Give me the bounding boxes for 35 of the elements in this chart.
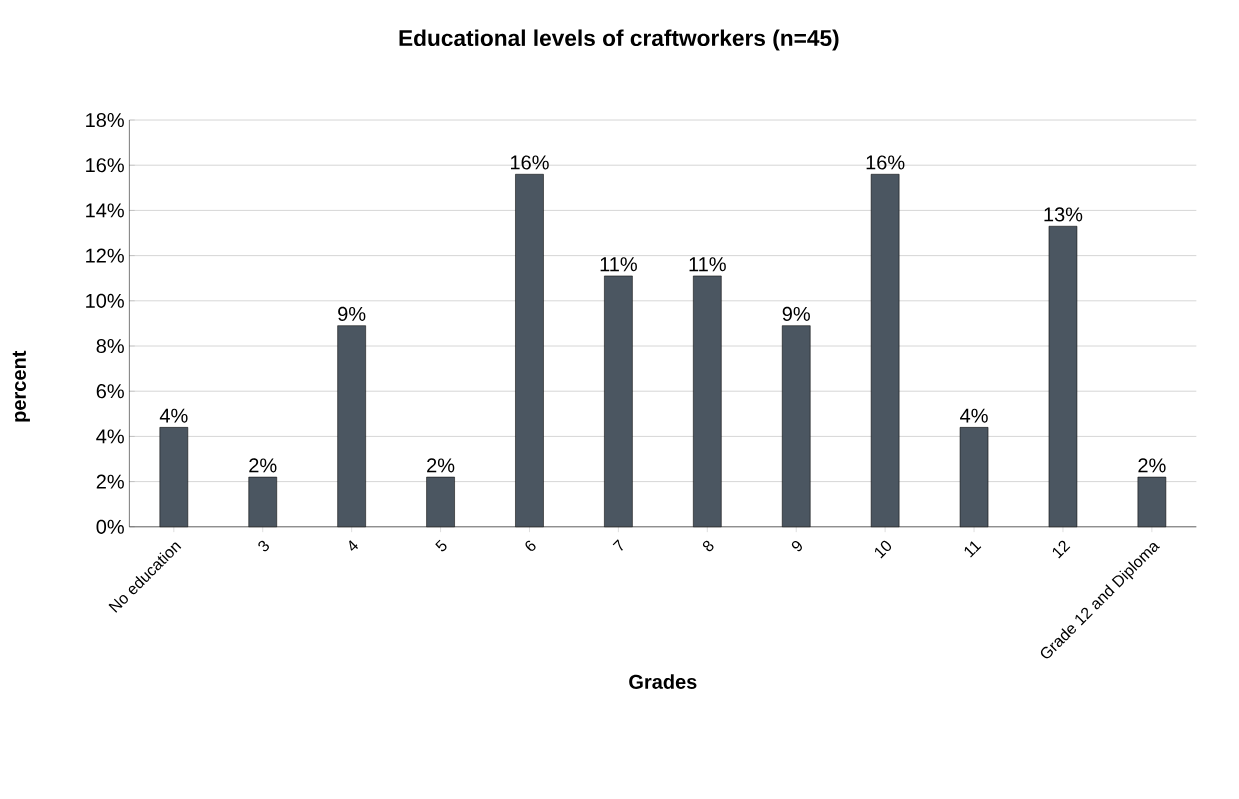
data-label: 2%: [427, 458, 455, 473]
data-label: 2%: [249, 458, 277, 473]
y-tick-label: 10%: [86, 293, 124, 308]
data-label: 9%: [782, 306, 810, 322]
y-axis-title: percent: [12, 350, 30, 422]
data-label: 9%: [338, 306, 366, 322]
x-tick-label: 5: [435, 539, 447, 552]
x-axis-title: Grades: [629, 674, 697, 689]
data-label: 4%: [159, 408, 188, 423]
x-tick-label: 3: [258, 540, 269, 552]
x-tick-label: 6: [525, 540, 536, 551]
data-label: 11%: [689, 257, 726, 272]
y-tick-label: 18%: [86, 113, 124, 128]
y-tick-label: 12%: [86, 248, 124, 263]
y-tick-label: 2%: [96, 474, 124, 489]
y-tick-label: 16%: [86, 158, 124, 173]
data-label: 16%: [510, 155, 549, 170]
y-tick-label: 8%: [96, 338, 124, 354]
x-tick-label: 11: [964, 541, 982, 558]
y-tick-label: 0%: [96, 519, 124, 534]
data-label: 13%: [1044, 207, 1083, 222]
x-tick-label: 4: [349, 540, 359, 551]
x-tick-label: 12: [1052, 540, 1071, 559]
data-label: 11%: [600, 257, 637, 272]
x-tick-label: 8: [702, 540, 714, 552]
y-tick-label: 14%: [86, 203, 124, 218]
x-tick-label: 7: [612, 539, 623, 551]
x-tick-label: 10: [875, 540, 892, 559]
chart-title: Educational levels of craftworkers (n=45): [399, 29, 839, 51]
y-tick-label: 4%: [96, 429, 124, 444]
data-label: 16%: [866, 155, 905, 170]
data-label: 4%: [960, 408, 988, 423]
x-tick-label: 9: [791, 540, 802, 552]
y-tick-label: 6%: [96, 384, 124, 399]
data-label: 2%: [1138, 458, 1166, 473]
